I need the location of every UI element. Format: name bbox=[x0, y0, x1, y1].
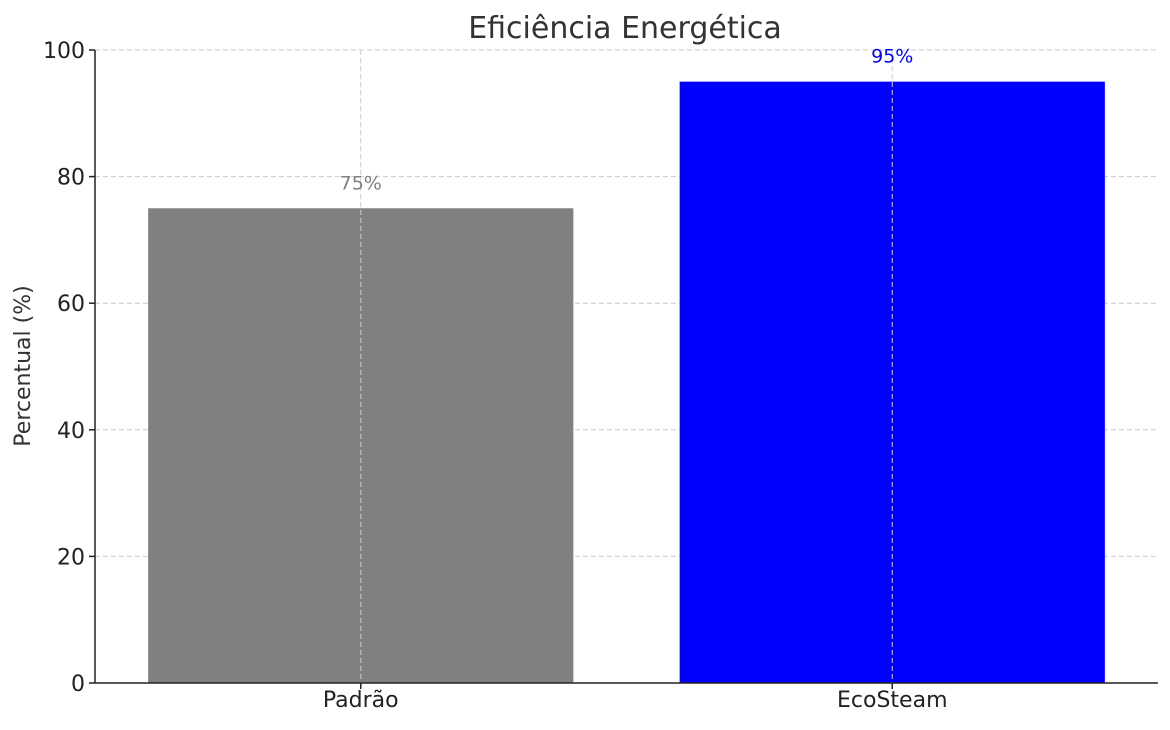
y-tick-label: 60 bbox=[57, 292, 85, 317]
data-label: 95% bbox=[871, 46, 913, 68]
y-tick-label: 0 bbox=[71, 672, 85, 697]
labels-layer: 0 20 40 60 80 100 Padrão EcoSteam 75% 95% bbox=[43, 39, 948, 713]
y-tick-label: 40 bbox=[57, 419, 85, 444]
x-tick-label: Padrão bbox=[323, 688, 399, 713]
x-tick-label: EcoSteam bbox=[837, 688, 948, 713]
y-tick-label: 20 bbox=[57, 545, 85, 570]
axes-layer bbox=[89, 49, 1158, 689]
bars-layer bbox=[148, 81, 1105, 683]
y-axis-label: Percentual (%) bbox=[11, 285, 36, 446]
y-tick-label: 80 bbox=[57, 166, 85, 191]
chart-title: Eficiência Energética bbox=[468, 11, 782, 46]
data-label: 75% bbox=[340, 172, 382, 194]
y-tick-label: 100 bbox=[43, 39, 85, 64]
